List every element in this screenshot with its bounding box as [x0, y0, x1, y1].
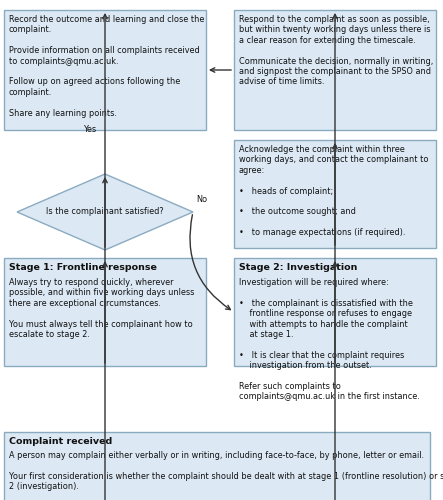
- Text: Stage 1: Frontline response: Stage 1: Frontline response: [9, 263, 157, 272]
- Text: Acknowledge the complaint within three
working days, and contact the complainant: Acknowledge the complaint within three w…: [239, 145, 428, 237]
- Text: Yes: Yes: [84, 126, 97, 134]
- FancyBboxPatch shape: [4, 258, 206, 366]
- FancyBboxPatch shape: [4, 432, 430, 500]
- Text: Respond to the complaint as soon as possible,
but within twenty working days unl: Respond to the complaint as soon as poss…: [239, 15, 433, 86]
- Text: Is the complainant satisfied?: Is the complainant satisfied?: [46, 208, 164, 216]
- Text: No: No: [196, 195, 207, 204]
- FancyBboxPatch shape: [234, 10, 436, 130]
- Text: A person may complain either verbally or in writing, including face-to-face, by : A person may complain either verbally or…: [9, 451, 443, 491]
- FancyBboxPatch shape: [4, 10, 206, 130]
- FancyArrowPatch shape: [190, 214, 230, 310]
- Text: Always try to respond quickly, wherever
possible, and within five working days u: Always try to respond quickly, wherever …: [9, 278, 194, 339]
- Text: Stage 2: Investigation: Stage 2: Investigation: [239, 263, 358, 272]
- FancyBboxPatch shape: [234, 140, 436, 248]
- Text: Investigation will be required where:

•   the complainant is dissatisfied with : Investigation will be required where: • …: [239, 278, 420, 402]
- Text: Complaint received: Complaint received: [9, 437, 112, 446]
- Polygon shape: [17, 174, 193, 250]
- Text: Record the outcome and learning and close the
complaint.

Provide information on: Record the outcome and learning and clos…: [9, 15, 204, 118]
- FancyBboxPatch shape: [234, 258, 436, 366]
